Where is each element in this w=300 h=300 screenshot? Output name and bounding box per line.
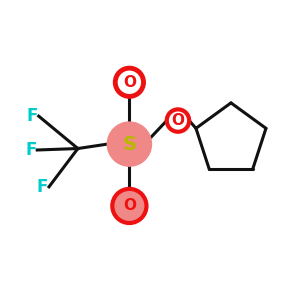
Text: O: O [123, 75, 136, 90]
Circle shape [112, 189, 146, 223]
Circle shape [167, 110, 189, 132]
Circle shape [115, 68, 143, 96]
Text: O: O [123, 198, 136, 213]
Text: O: O [172, 113, 184, 128]
Text: F: F [25, 141, 36, 159]
Text: F: F [26, 107, 38, 125]
Text: S: S [122, 135, 136, 154]
Circle shape [107, 122, 152, 166]
Text: F: F [37, 178, 48, 196]
